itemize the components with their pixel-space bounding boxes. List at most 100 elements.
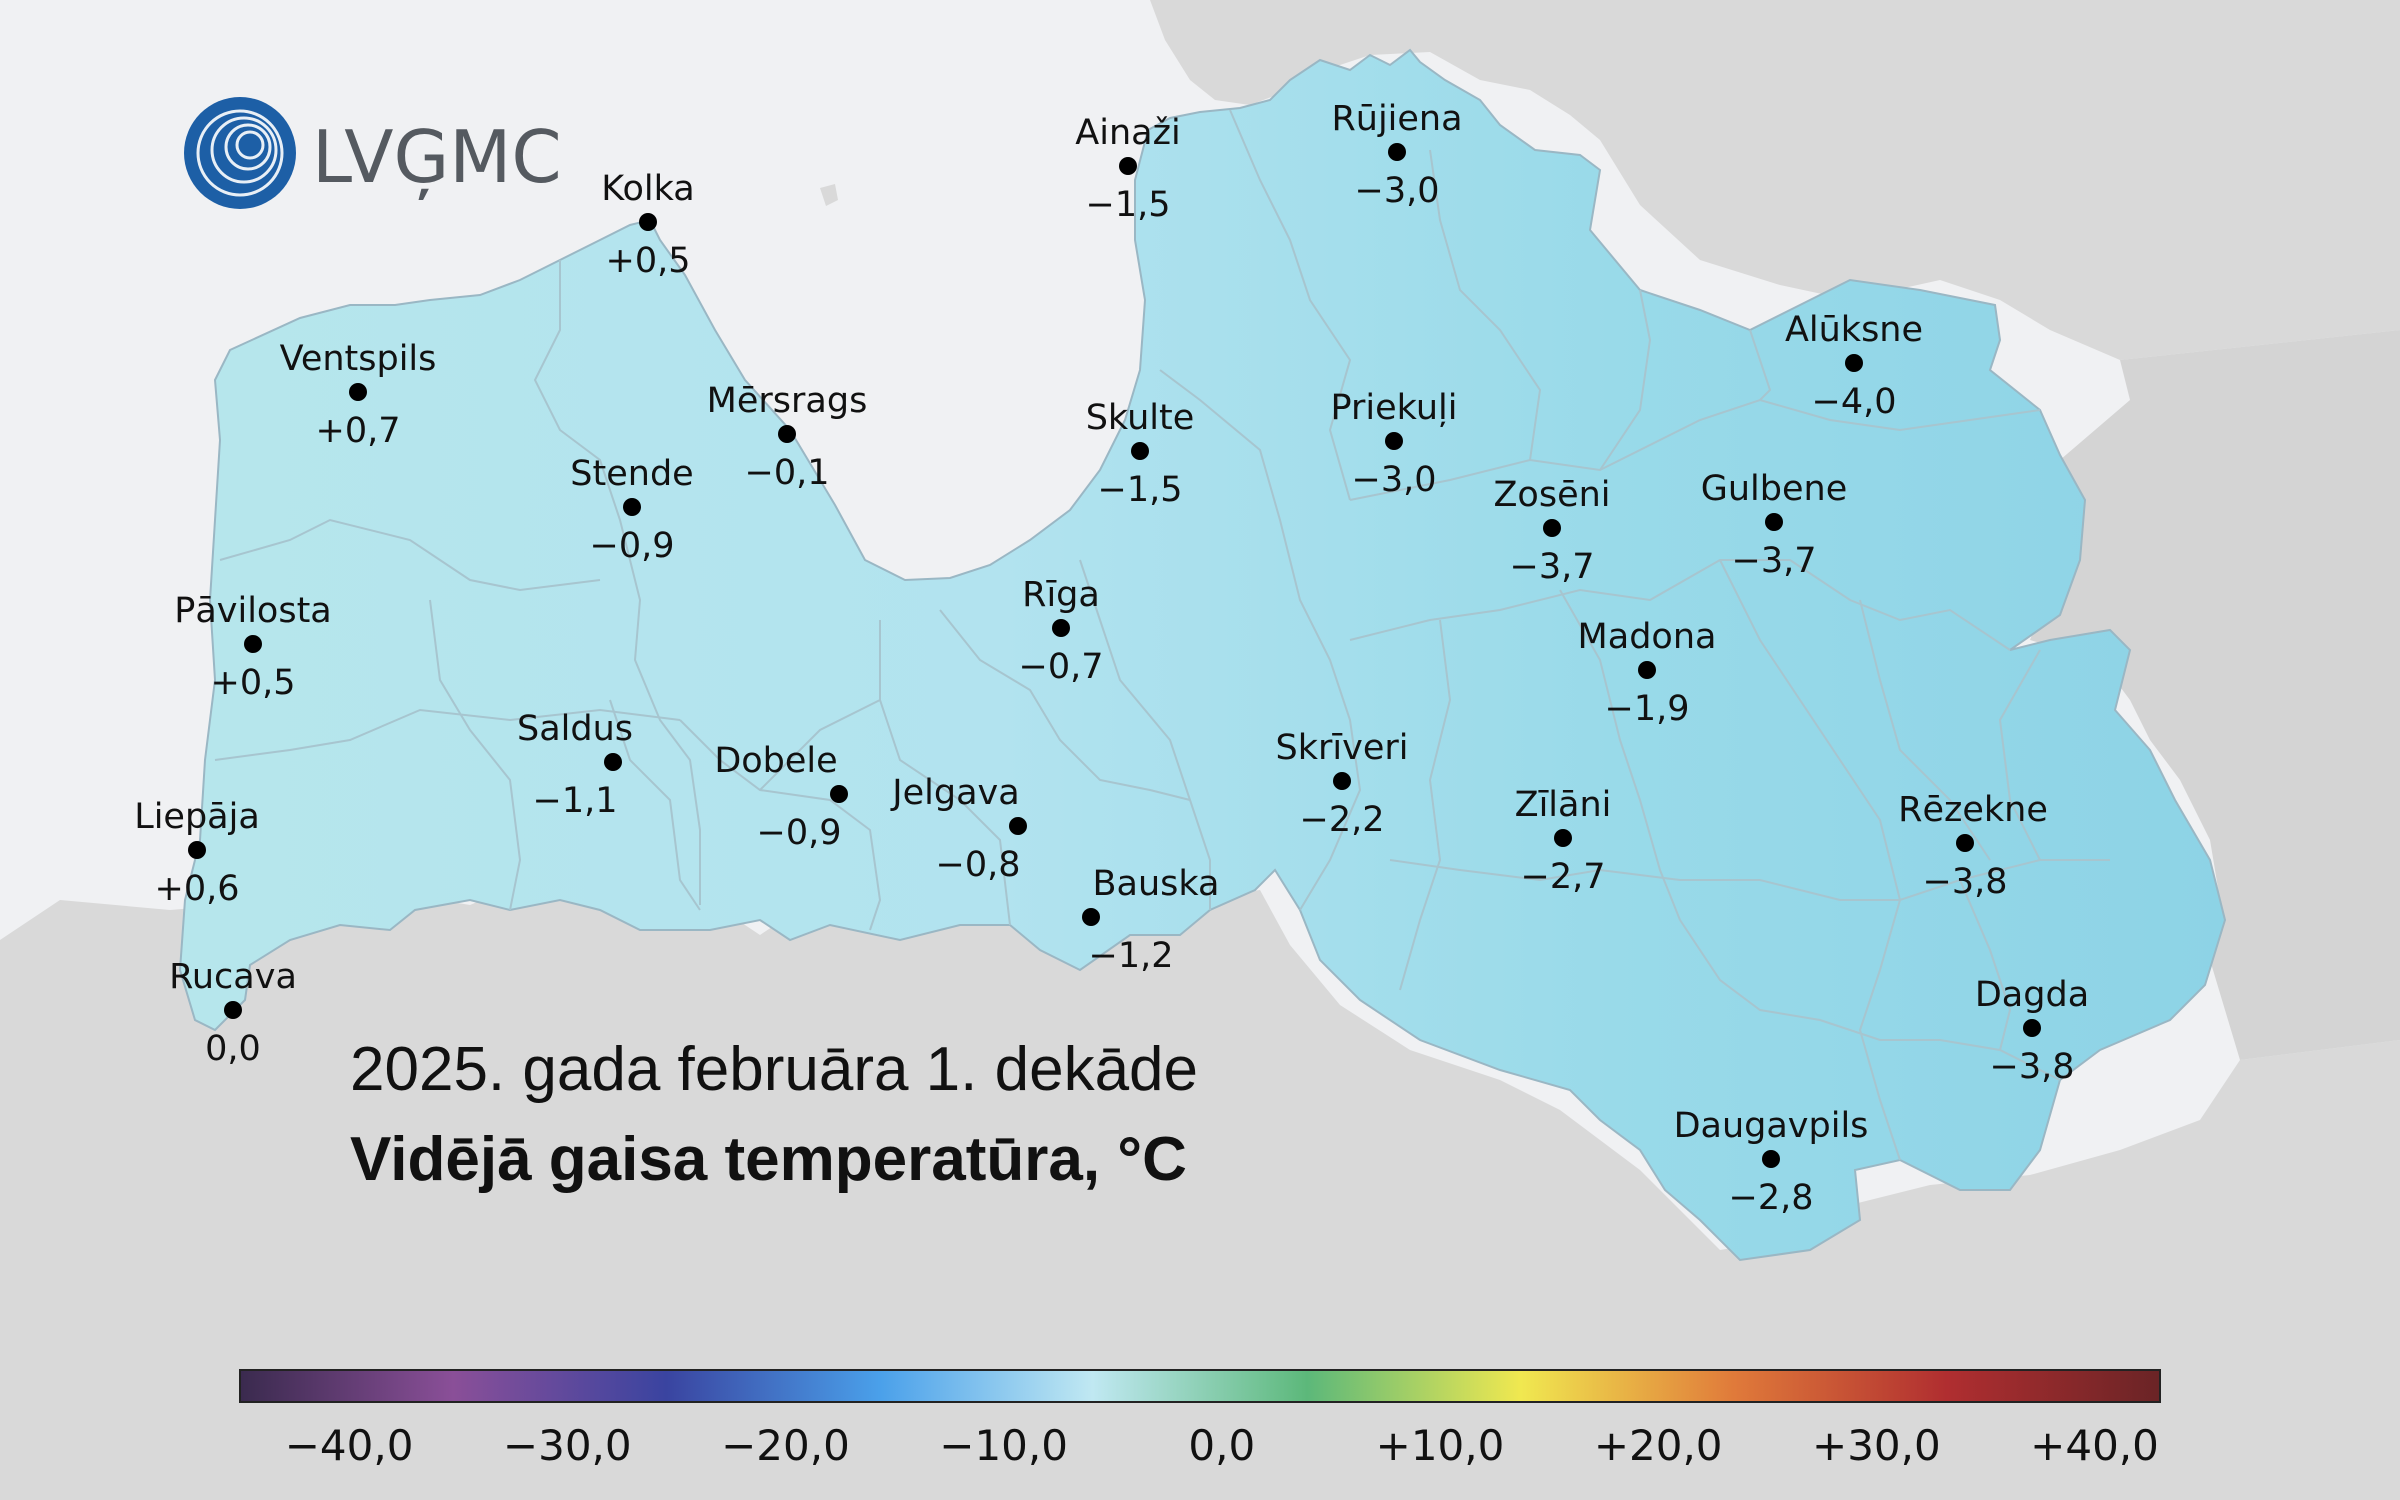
station-marker: Gulbene −3,7: [1701, 469, 1848, 581]
station-marker: Alūksne −4,0: [1785, 310, 1923, 422]
station-dot: [1845, 354, 1863, 372]
station-name: Ventspils: [280, 339, 437, 379]
station-value: 0,0: [205, 1029, 261, 1069]
station-name: Liepāja: [134, 797, 260, 837]
station-value: −2,2: [1300, 800, 1385, 840]
station-dot: [1638, 661, 1656, 679]
station-value: −3,8: [1923, 862, 2008, 902]
station-name: Gulbene: [1701, 469, 1848, 509]
island: [820, 184, 838, 206]
station-name: Zosēni: [1493, 475, 1610, 515]
station-value: −3,8: [1990, 1047, 2075, 1087]
station-marker: Liepāja +0,6: [134, 797, 260, 909]
station-dot: [244, 635, 262, 653]
land-east: [2030, 330, 2400, 1060]
station-value: −1,9: [1605, 689, 1690, 729]
color-scale-bar: [239, 1369, 2161, 1403]
station-name: Jelgava: [890, 773, 1019, 813]
station-name: Skulte: [1086, 398, 1195, 438]
station-dot: [1554, 829, 1572, 847]
station-dot: [1543, 519, 1561, 537]
map-title: Vidējā gaisa temperatūra, °C: [350, 1125, 1187, 1194]
station-dot: [1333, 772, 1351, 790]
station-dot: [1762, 1150, 1780, 1168]
station-value: −4,0: [1812, 382, 1897, 422]
station-name: Ainaži: [1075, 113, 1180, 153]
land-south: [0, 880, 2400, 1500]
station-marker: Rīga −0,7: [1019, 575, 1104, 687]
station-name: Zīlāni: [1515, 785, 1612, 825]
scale-tick-label: −10,0: [939, 1421, 1068, 1470]
station-name: Daugavpils: [1674, 1106, 1869, 1146]
station-marker: Zīlāni −2,7: [1515, 785, 1612, 897]
municipal-boundaries: [214, 109, 2110, 1161]
scale-ticks: −40,0 −30,0 −20,0 −10,0 0,0 +10,0 +20,0 +30,0 +4…: [285, 1421, 2159, 1470]
station-value: +0,5: [606, 241, 691, 281]
station-value: −0,8: [936, 845, 1021, 885]
scale-tick-label: +10,0: [1376, 1421, 1505, 1470]
station-name: Alūksne: [1785, 310, 1923, 350]
station-value: −3,0: [1352, 460, 1437, 500]
station-name: Priekuļi: [1331, 388, 1458, 428]
station-name: Rīga: [1022, 575, 1100, 615]
station-value: −1,5: [1086, 185, 1171, 225]
scale-tick-label: −40,0: [285, 1421, 414, 1470]
station-value: −0,9: [590, 526, 675, 566]
station-dot: [1385, 432, 1403, 450]
station-marker: Mērsrags −0,1: [707, 381, 868, 493]
scale-tick-label: −20,0: [721, 1421, 850, 1470]
station-marker: Skrīveri −2,2: [1276, 728, 1409, 840]
latvia-territory: [178, 48, 2227, 1262]
station-marker: Priekuļi −3,0: [1331, 388, 1458, 500]
station-value: −0,7: [1019, 647, 1104, 687]
station-dot: [1009, 817, 1027, 835]
station-dot: [188, 841, 206, 859]
station-marker: Skulte −1,5: [1086, 398, 1195, 510]
station-marker: Jelgava −0,8: [890, 773, 1027, 885]
station-value: −1,5: [1098, 470, 1183, 510]
station-value: −1,2: [1089, 936, 1174, 976]
station-marker: Stende −0,9: [570, 454, 693, 566]
station-name: Rucava: [169, 957, 297, 997]
station-value: −0,1: [745, 453, 830, 493]
station-dot: [778, 425, 796, 443]
station-name: Mērsrags: [707, 381, 868, 421]
station-name: Saldus: [517, 709, 633, 749]
scale-tick-label: −30,0: [503, 1421, 632, 1470]
stations-layer: Kolka +0,5 Ventspils +0,7 Mērsrags −0,1 Stende…: [134, 99, 2089, 1218]
station-dot: [623, 498, 641, 516]
station-marker: Dagda −3,8: [1975, 975, 2089, 1087]
station-dot: [1082, 908, 1100, 926]
scale-tick-label: +30,0: [1812, 1421, 1941, 1470]
station-dot: [1765, 513, 1783, 531]
station-name: Dobele: [714, 741, 837, 781]
station-name: Rēzekne: [1898, 790, 2048, 830]
logo-text: LVĢMC: [312, 115, 562, 200]
map-subtitle: 2025. gada februāra 1. dekāde: [350, 1035, 1198, 1104]
station-marker: Ventspils +0,7: [280, 339, 437, 451]
color-scale-legend: −40,0 −30,0 −20,0 −10,0 0,0 +10,0 +20,0 +30,0 +4…: [239, 1369, 2161, 1470]
station-dot: [224, 1001, 242, 1019]
station-marker: Saldus −1,1: [517, 709, 633, 821]
station-dot: [604, 753, 622, 771]
scale-tick-label: 0,0: [1188, 1421, 1255, 1470]
station-name: Kolka: [601, 169, 694, 209]
station-dot: [1956, 834, 1974, 852]
station-name: Stende: [570, 454, 693, 494]
station-marker: Rēzekne −3,8: [1898, 790, 2048, 902]
station-name: Pāvilosta: [174, 591, 332, 631]
station-marker: Pāvilosta +0,5: [174, 591, 332, 703]
station-dot: [1119, 157, 1137, 175]
station-value: +0,7: [316, 411, 401, 451]
station-marker: Madona −1,9: [1578, 617, 1717, 729]
station-dot: [1052, 619, 1070, 637]
station-marker: Ainaži −1,5: [1075, 113, 1180, 225]
station-name: Dagda: [1975, 975, 2089, 1015]
station-marker: Rūjiena −3,0: [1331, 99, 1462, 211]
station-name: Rūjiena: [1331, 99, 1462, 139]
station-value: −3,0: [1355, 171, 1440, 211]
station-marker: Bauska −1,2: [1082, 864, 1219, 976]
station-value: +0,6: [155, 869, 240, 909]
station-dot: [349, 383, 367, 401]
